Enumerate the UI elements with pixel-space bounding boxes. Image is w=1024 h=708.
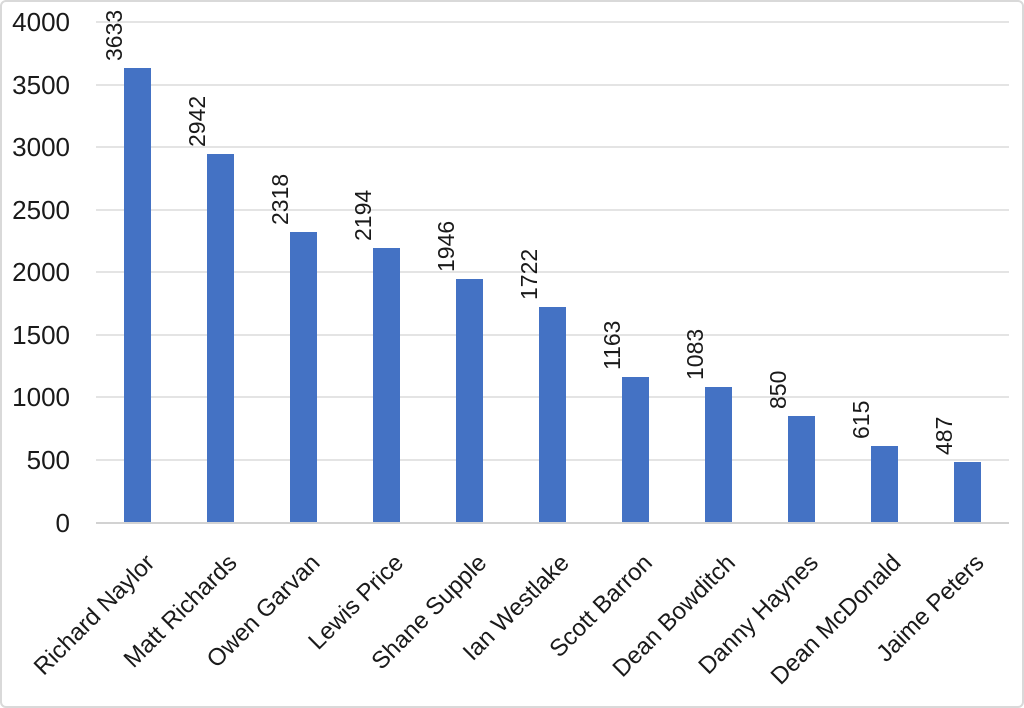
bar-value-label: 1946 <box>432 220 459 272</box>
gridline <box>96 146 1009 149</box>
bar <box>871 445 898 523</box>
y-axis-tick-label: 0 <box>55 507 70 538</box>
bar-value-label: 850 <box>764 370 791 410</box>
bar-value-label: 2942 <box>183 96 210 148</box>
y-axis-tick-label: 2500 <box>12 194 70 225</box>
bar-value-label: 615 <box>847 400 874 439</box>
y-axis-tick-label: 3500 <box>12 69 70 100</box>
bar <box>373 247 400 523</box>
bar <box>456 279 483 523</box>
bar <box>705 386 732 523</box>
bar-value-label: 1083 <box>681 328 708 380</box>
y-axis-tick-label: 2000 <box>12 257 70 288</box>
bar <box>954 461 981 523</box>
y-axis-tick-label: 1000 <box>12 382 70 413</box>
gridline <box>96 271 1009 274</box>
x-axis-line <box>96 521 1009 524</box>
bar-value-label: 1163 <box>598 320 625 370</box>
bar <box>124 67 151 523</box>
gridline <box>96 21 1009 23</box>
bar <box>290 232 317 523</box>
bar <box>539 307 566 523</box>
bar-value-label: 1722 <box>515 248 542 301</box>
bar <box>207 154 234 523</box>
bar-value-label: 2194 <box>349 189 376 241</box>
bar <box>788 416 815 523</box>
y-axis-tick-label: 3000 <box>12 132 70 163</box>
y-axis-tick-label: 1500 <box>12 319 70 350</box>
bar-value-label: 2318 <box>266 174 293 226</box>
gridline <box>96 83 1009 86</box>
y-axis-tick-label: 4000 <box>12 7 70 37</box>
y-axis-tick-label: 500 <box>26 444 70 475</box>
gridline <box>96 208 1009 211</box>
bar-value-label: 487 <box>930 416 957 455</box>
bar-value-label: 3633 <box>100 9 127 61</box>
bar <box>622 376 649 523</box>
